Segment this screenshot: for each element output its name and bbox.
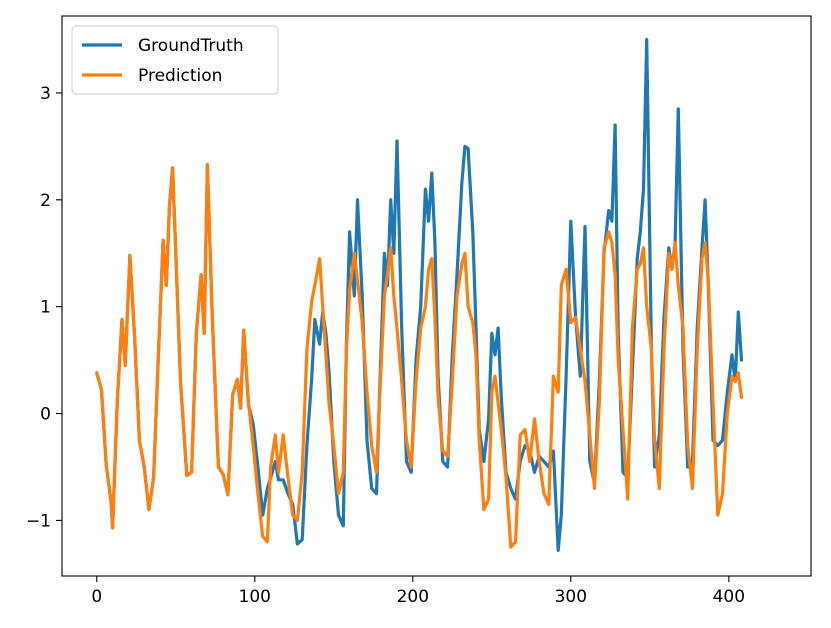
plot-area xyxy=(95,37,744,552)
legend-label-groundtruth: GroundTruth xyxy=(138,36,244,56)
legend-box xyxy=(71,25,279,95)
x-tick-label: 300 xyxy=(555,587,587,607)
legend: GroundTruth Prediction xyxy=(71,25,279,95)
series-line-prediction xyxy=(95,162,744,549)
x-tick-label: 100 xyxy=(239,587,271,607)
x-tick-label: 400 xyxy=(713,587,745,607)
y-tick-label: 3 xyxy=(40,84,51,104)
y-axis: −1 0 1 2 3 xyxy=(26,84,62,531)
y-tick-label: 1 xyxy=(40,298,51,318)
legend-label-prediction: Prediction xyxy=(138,66,222,86)
y-tick-label: −1 xyxy=(26,511,51,531)
x-tick-label: 200 xyxy=(397,587,429,607)
y-tick-label: 0 xyxy=(40,405,51,425)
x-axis: 0 100 200 300 400 xyxy=(91,576,745,607)
axes-frame xyxy=(61,15,812,577)
y-tick-label: 2 xyxy=(40,191,51,211)
x-tick-label: 0 xyxy=(91,587,102,607)
